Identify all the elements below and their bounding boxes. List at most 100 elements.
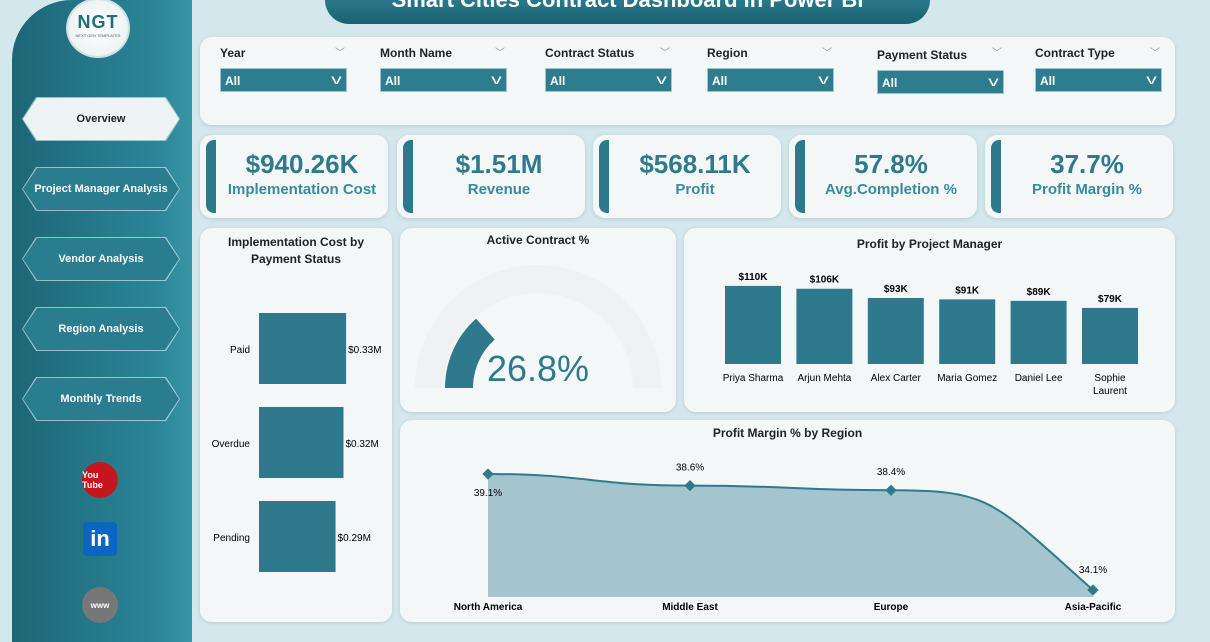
kpi-value: $1.51M (455, 149, 543, 179)
profit-margin-area: 39.1% North America 38.6% Middle East 38.4% E… (454, 463, 1122, 613)
nav-project-manager-analysis[interactable]: Project Manager Analysis (22, 167, 180, 211)
slicer-dropdown-contract-status[interactable]: All v (545, 68, 672, 92)
chart-title: Implementation Cost by Payment Status (227, 235, 364, 266)
series-line (487, 473, 1094, 591)
page-title: Smart Cities Contract Dashboard in Power… (325, 0, 930, 24)
category-label: Asia-Pacific (1065, 602, 1122, 613)
category-label: Laurent (1093, 386, 1127, 397)
data-label: 34.1% (1079, 565, 1107, 576)
implementation-cost-bars: Paid $0.33M Overdue $0.32M Pending $0.29M (212, 313, 381, 572)
data-label: $106K (810, 275, 840, 286)
nav-vendor-analysis[interactable]: Vendor Analysis (22, 237, 180, 281)
category-label: North America (454, 602, 523, 613)
nav-monthly-trends[interactable]: Monthly Trends (22, 377, 180, 421)
kpi-accent (991, 140, 1001, 213)
kpi-accent (599, 140, 609, 213)
data-label: 38.6% (676, 463, 704, 474)
kpi-value: $568.11K (639, 149, 751, 179)
gauge-value: 26.8% (487, 348, 589, 389)
bar[interactable] (867, 297, 924, 364)
logo: NGT NEXT GEN TEMPLATES (66, 0, 130, 58)
profit-margin-region-chart: Profit Margin % by Region (400, 420, 1175, 622)
data-label: $91K (955, 285, 980, 296)
data-label: 38.4% (877, 467, 905, 478)
filter-panel (200, 37, 1175, 125)
kpi-card: 57.8% Avg.Completion % (789, 135, 977, 218)
kpi-label: Profit (675, 181, 715, 198)
kpi-label: Implementation Cost (227, 181, 377, 198)
category-label: Overdue (212, 439, 251, 450)
data-point[interactable] (1087, 584, 1099, 596)
category-label: Alex Carter (871, 373, 922, 384)
kpi-value: $940.26K (245, 149, 359, 179)
globe-icon[interactable]: www (82, 587, 118, 623)
slicer-dropdown-contract-type[interactable]: All v (1035, 68, 1162, 92)
data-label: $110K (739, 272, 769, 283)
chevron-down-icon: v (1146, 71, 1157, 87)
kpi-value: 57.8% (854, 149, 928, 179)
slicer-label: Year (220, 46, 246, 60)
category-label: Sophie (1094, 373, 1126, 384)
kpi-accent (206, 140, 216, 213)
slicer-dropdown-month-name[interactable]: All v (380, 68, 507, 92)
nav-region-analysis[interactable]: Region Analysis (22, 307, 180, 351)
youtube-icon[interactable]: You Tube (82, 462, 118, 498)
bar[interactable] (939, 299, 996, 364)
category-label: Priya Sharma (723, 373, 784, 384)
linkedin-icon[interactable]: in (83, 522, 117, 556)
slicer-dropdown-payment-status[interactable]: All v (877, 70, 1004, 94)
chevron-down-icon[interactable]: ﹀ (660, 48, 670, 59)
chevron-down-icon[interactable]: ﹀ (335, 48, 345, 59)
profit-by-pm-bars: $110K Priya Sharma $106K Arjun Mehta $93K Ale… (723, 272, 1138, 397)
chevron-down-icon[interactable]: ﹀ (992, 48, 1002, 59)
chevron-down-icon[interactable]: ﹀ (495, 48, 505, 59)
chevron-down-icon: v (491, 71, 502, 87)
kpi-accent (795, 140, 805, 213)
bar[interactable] (1082, 307, 1138, 364)
slicer-label: Payment Status (877, 48, 968, 62)
category-label: Paid (230, 345, 250, 356)
bar[interactable] (796, 288, 853, 364)
data-label: $89K (1027, 287, 1052, 298)
kpi-card: 37.7% Profit Margin % (985, 135, 1173, 218)
category-label: Pending (213, 533, 250, 544)
data-label: 39.1% (474, 488, 502, 499)
nav-overview[interactable]: Overview (22, 97, 180, 141)
chart-title: Profit by Project Manager (856, 237, 1003, 251)
chart-title: Profit Margin % by Region (712, 426, 863, 440)
kpi-card: $568.11K Profit (593, 135, 781, 218)
category-label: Middle East (662, 602, 718, 613)
chart-title: Active Contract % (486, 233, 590, 247)
chevron-down-icon: v (988, 73, 999, 89)
chevron-down-icon: v (656, 71, 667, 87)
data-label: $0.29M (338, 533, 371, 544)
chevron-down-icon[interactable]: ﹀ (1150, 48, 1160, 59)
gauge-track (415, 265, 661, 388)
kpi-label: Revenue (467, 181, 531, 198)
bar[interactable] (259, 313, 347, 384)
area-fill (488, 474, 1093, 597)
kpi-label: Profit Margin % (1031, 181, 1142, 198)
active-contract-gauge: 26.8% (415, 265, 661, 389)
kpi-card: $1.51M Revenue (397, 135, 585, 218)
bar[interactable] (259, 407, 344, 478)
slicer-dropdown-region[interactable]: All v (707, 68, 834, 92)
bar[interactable] (259, 501, 336, 572)
category-label: Arjun Mehta (797, 373, 851, 384)
gauge-fill[interactable] (445, 318, 495, 388)
kpi-label: Avg.Completion % (825, 181, 957, 198)
chevron-down-icon[interactable]: ﹀ (822, 48, 832, 59)
chevron-down-icon: v (331, 71, 342, 87)
category-label: Daniel Lee (1015, 373, 1063, 384)
kpi-value: 37.7% (1050, 149, 1124, 179)
kpi-card: $940.26K Implementation Cost (200, 135, 388, 218)
slicer-dropdown-year[interactable]: All v (220, 68, 347, 92)
slicer-label: Month Name (380, 46, 452, 60)
bar[interactable] (1010, 300, 1067, 364)
category-label: Maria Gomez (937, 373, 997, 384)
slicer-label: Contract Type (1035, 46, 1115, 60)
data-label: $79K (1098, 294, 1123, 305)
bar[interactable] (725, 285, 781, 364)
slicer-label: Region (707, 46, 748, 60)
category-label: Europe (874, 602, 909, 613)
